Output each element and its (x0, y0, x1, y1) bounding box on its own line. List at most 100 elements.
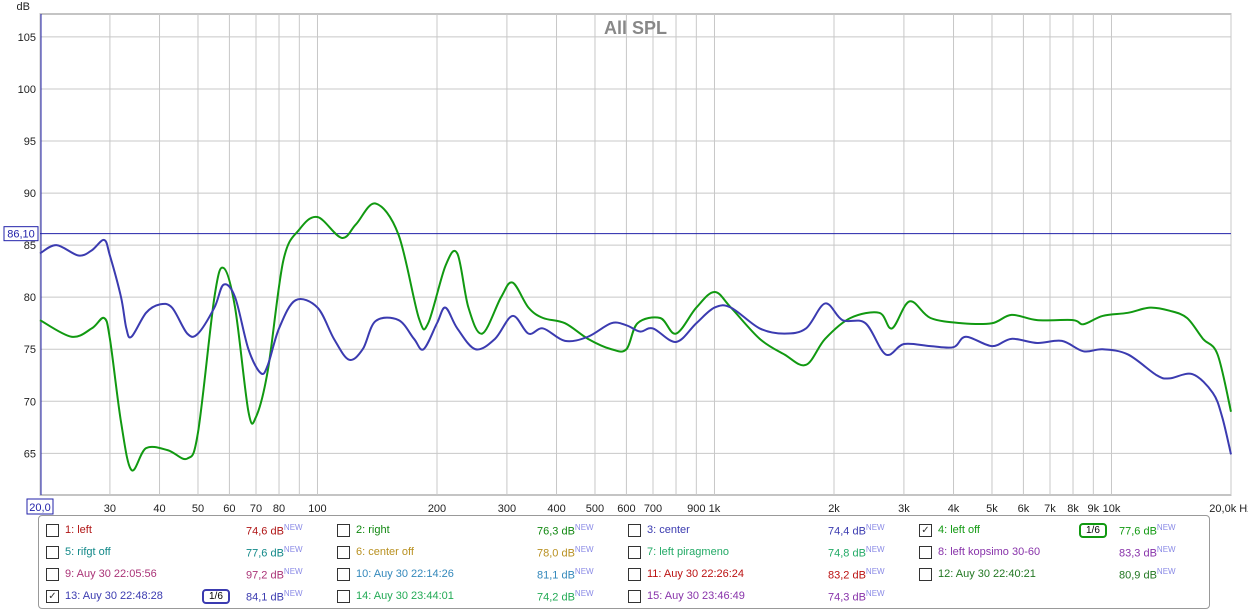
legend-label: 10: Auy 30 22:14:26 (356, 568, 454, 580)
legend-value: 83,2 dBNEW (828, 567, 885, 582)
new-tag: NEW (865, 545, 885, 554)
x-tick-label: 400 (547, 503, 565, 515)
legend-item[interactable]: 7: left piragmeno (628, 542, 729, 562)
checkbox[interactable] (919, 567, 932, 581)
cursor-y-label: 86,10 (7, 229, 35, 241)
legend-item[interactable]: 11: Auy 30 22:26:24 (628, 564, 744, 584)
legend-value: 77,6 dBNEW (1119, 523, 1176, 538)
level-value: 84,1 dB (246, 591, 284, 604)
y-axis-label: dB (17, 1, 30, 13)
y-tick-label: 70 (24, 396, 36, 408)
legend-label: 1: left (65, 524, 92, 536)
checkbox[interactable] (919, 545, 932, 559)
x-tick-label: 2k (828, 503, 840, 515)
legend-value: 74,3 dBNEW (828, 589, 885, 604)
level-value: 81,1 dB (537, 569, 575, 582)
legend-item[interactable]: 14: Auy 30 23:44:01 (337, 586, 454, 606)
new-tag: NEW (865, 589, 885, 598)
plot-area (39, 13, 1232, 496)
legend-value: 78,0 dBNEW (537, 545, 594, 560)
new-tag: NEW (283, 589, 303, 598)
legend-label: 3: center (647, 524, 690, 536)
legend-label: 11: Auy 30 22:26:24 (647, 568, 745, 580)
legend-item[interactable]: 12: Auy 30 22:40:21 (919, 564, 1036, 584)
legend-value: 80,9 dBNEW (1119, 567, 1176, 582)
level-value: 78,0 dB (537, 547, 575, 560)
legend-label: 4: left off (938, 524, 980, 536)
checkbox[interactable] (46, 545, 59, 559)
legend-label: 12: Auy 30 22:40:21 (938, 568, 1036, 580)
legend-item[interactable]: 1: left (46, 520, 92, 540)
legend-item[interactable]: ✓ 4: left off (919, 520, 980, 540)
legend-label: 14: Auy 30 23:44:01 (356, 590, 454, 602)
legend-label: 6: center off (356, 546, 414, 558)
y-tick-label: 90 (24, 188, 36, 200)
x-tick-label: 1k (709, 503, 721, 515)
new-tag: NEW (283, 523, 303, 532)
x-tick-label: 300 (498, 503, 516, 515)
legend-value: 76,3 dBNEW (537, 523, 594, 538)
x-tick-label: 600 (617, 503, 635, 515)
cursor-x-box (26, 498, 54, 515)
legend-label: 9: Auy 30 22:05:56 (65, 568, 157, 580)
checkbox[interactable] (628, 589, 641, 603)
checkbox[interactable] (337, 545, 350, 559)
checkbox[interactable] (628, 567, 641, 581)
level-value: 83,2 dB (828, 569, 866, 582)
new-tag: NEW (283, 567, 303, 576)
smoothing-badge[interactable]: 1/6 (202, 589, 230, 604)
x-tick-label: 9k (1088, 503, 1100, 515)
x-tick-label: 60 (223, 503, 235, 515)
legend-label: 8: left kopsimo 30-60 (938, 546, 1041, 558)
checkbox[interactable] (337, 589, 350, 603)
new-tag: NEW (865, 523, 885, 532)
checkbox[interactable] (337, 523, 350, 537)
x-tick-label: 70 (250, 503, 262, 515)
legend-item[interactable]: 2: right (337, 520, 390, 540)
level-value: 80,9 dB (1119, 569, 1157, 582)
x-tick-label: 4k (948, 503, 960, 515)
legend-item[interactable]: 3: center (628, 520, 690, 540)
x-tick-label: 40 (153, 503, 165, 515)
new-tag: NEW (1156, 545, 1176, 554)
x-tick-label: 100 (308, 503, 326, 515)
legend-value: 74,6 dBNEW (246, 523, 303, 538)
new-tag: NEW (865, 567, 885, 576)
x-tick-label: 700 (644, 503, 662, 515)
checkbox[interactable]: ✓ (46, 589, 59, 603)
legend-item[interactable]: 8: left kopsimo 30-60 (919, 542, 1040, 562)
checkbox[interactable] (628, 523, 641, 537)
checkbox[interactable] (46, 567, 59, 581)
checkbox[interactable] (337, 567, 350, 581)
x-tick-label: 6k (1018, 503, 1030, 515)
level-value: 76,3 dB (537, 525, 575, 538)
new-tag: NEW (574, 523, 594, 532)
level-value: 77,6 dB (1119, 525, 1157, 538)
x-tick-label: 50 (192, 503, 204, 515)
legend-item[interactable]: 15: Auy 30 23:46:49 (628, 586, 745, 606)
level-value: 97,2 dB (246, 569, 284, 582)
legend-value: 97,2 dBNEW (246, 567, 303, 582)
legend-item[interactable]: 5: rifgt off (46, 542, 111, 562)
legend-item[interactable]: 9: Auy 30 22:05:56 (46, 564, 157, 584)
x-tick-label: 900 (687, 503, 705, 515)
new-tag: NEW (1156, 523, 1176, 532)
level-value: 74,6 dB (246, 525, 284, 538)
checkbox[interactable] (46, 523, 59, 537)
checkbox[interactable]: ✓ (919, 523, 932, 537)
checkbox[interactable] (628, 545, 641, 559)
spl-chart[interactable]: 65 70 75 80 85 90 95 100 105 30 40 50 60 70 80 100 200 30… (0, 0, 1248, 515)
new-tag: NEW (283, 545, 303, 554)
legend-label: 13: Auy 30 22:48:28 (65, 590, 163, 602)
smoothing-badge[interactable]: 1/6 (1079, 523, 1107, 538)
new-tag: NEW (574, 589, 594, 598)
x-tick-label: 20,0k Hz (1209, 503, 1248, 515)
legend-label: 7: left piragmeno (647, 546, 729, 558)
legend-item[interactable]: 10: Auy 30 22:14:26 (337, 564, 454, 584)
level-value: 74,4 dB (828, 525, 866, 538)
level-value: 77,6 dB (246, 547, 284, 560)
legend-item[interactable]: 6: center off (337, 542, 414, 562)
y-tick-label: 75 (24, 344, 36, 356)
legend-item[interactable]: ✓ 13: Auy 30 22:48:28 (46, 586, 163, 606)
new-tag: NEW (574, 567, 594, 576)
